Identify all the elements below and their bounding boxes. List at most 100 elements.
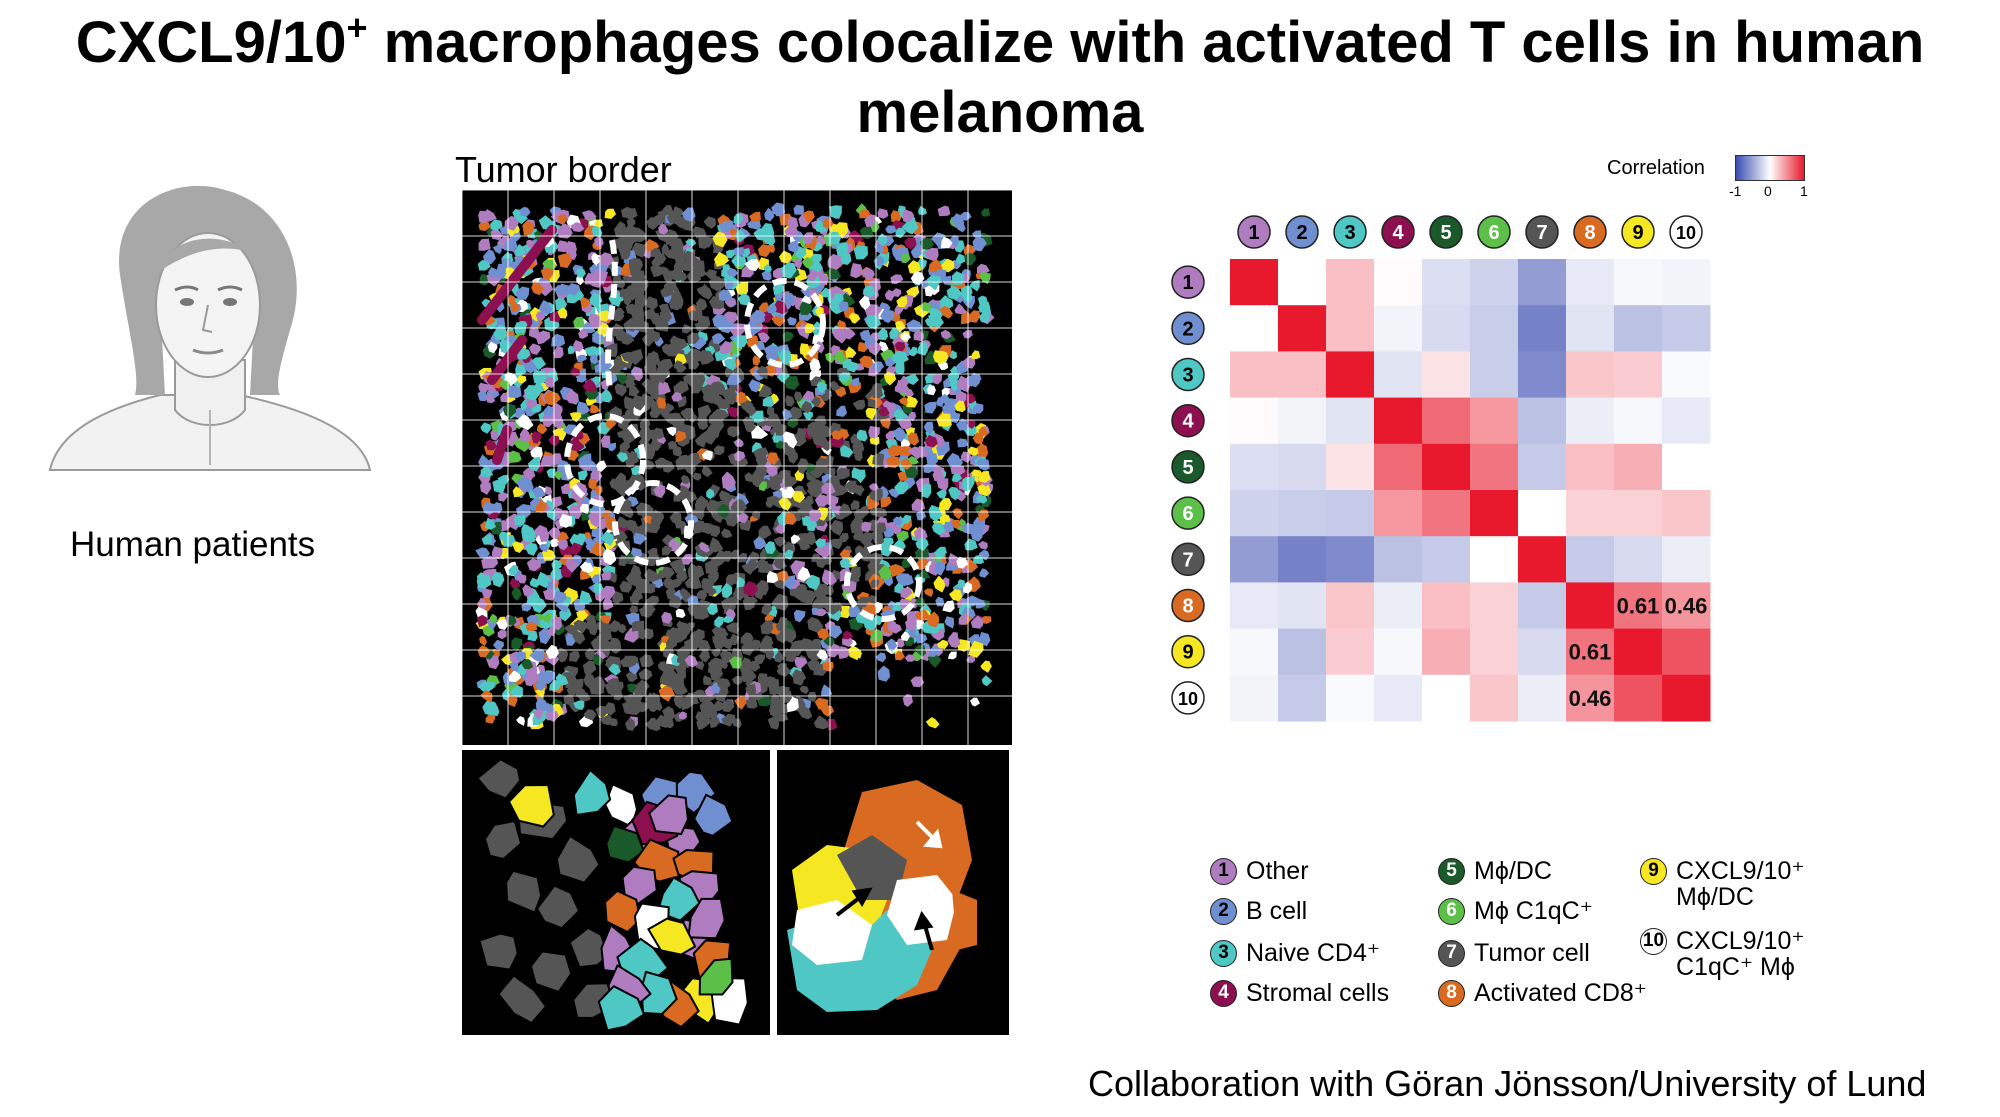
heatmap-cell	[1326, 259, 1375, 306]
heatmap-cell	[1422, 536, 1471, 583]
heatmap-cell	[1470, 628, 1519, 676]
heatmap-cell	[1422, 259, 1471, 306]
heatmap-annotation: 0.46	[1665, 594, 1708, 619]
highlight-dashed-line	[605, 239, 618, 391]
heatmap-col-label-7: 7	[1525, 215, 1559, 249]
heatmap-col-label-3: 3	[1333, 215, 1367, 249]
legend-label-7: Tumor cell	[1474, 939, 1590, 967]
legend-label-9: CXCL9/10⁺ Mϕ/DC	[1676, 857, 1805, 911]
svg-text:3: 3	[1182, 365, 1193, 387]
legend-label-3: Naive CD4⁺	[1246, 939, 1381, 967]
colorbar-tick-low: -1	[1729, 183, 1742, 199]
svg-text:3: 3	[1344, 222, 1355, 244]
zoom-panel-b	[777, 750, 1009, 1040]
slide-title: CXCL9/10+ macrophages colocalize with ac…	[0, 8, 2000, 148]
heatmap-col-label-5: 5	[1429, 215, 1463, 249]
heatmap-cell	[1470, 397, 1519, 445]
heatmap-cell	[1614, 628, 1663, 676]
title-line-2: melanoma	[856, 80, 1144, 145]
heatmap-cell	[1278, 351, 1327, 399]
heatmap-cell	[1470, 674, 1519, 722]
heatmap-cell	[1374, 674, 1423, 722]
collaboration-note: Collaboration with Göran Jönsson/Univers…	[1088, 1063, 1927, 1104]
heatmap-annotation: 0.46	[1569, 686, 1612, 711]
heatmap-cell	[1614, 351, 1663, 399]
person-icon	[48, 185, 372, 471]
svg-text:9: 9	[1632, 222, 1643, 244]
heatmap-cell	[1470, 536, 1519, 583]
heatmap-cell	[1278, 490, 1327, 537]
title-part-post: macrophages colocalize with activated T …	[367, 10, 1925, 75]
legend-badge-2: 2	[1210, 898, 1237, 925]
heatmap-row-label-4: 4	[1171, 403, 1205, 438]
heatmap-cell	[1470, 490, 1519, 537]
tumor-border-label: Tumor border	[455, 149, 672, 190]
colorbar-tick-high: 1	[1800, 183, 1808, 199]
svg-text:6: 6	[1488, 222, 1499, 244]
heatmap-row-label-5: 5	[1171, 450, 1205, 484]
heatmap-cell	[1662, 628, 1711, 676]
heatmap-cell	[1518, 351, 1567, 399]
heatmap-cell	[1566, 628, 1615, 676]
heatmap-cell	[1230, 582, 1279, 630]
heatmap-cell	[1518, 490, 1567, 537]
heatmap-cell	[1566, 351, 1615, 399]
heatmap-cell	[1230, 628, 1279, 676]
zoom-panel-a-svg	[462, 750, 770, 1035]
heatmap-cell	[1374, 259, 1423, 306]
tissue-map-image	[461, 189, 1012, 750]
heatmap-cell	[1374, 305, 1423, 352]
legend-badge-7: 7	[1438, 940, 1465, 967]
heatmap-cell	[1662, 536, 1711, 583]
heatmap-cell	[1230, 536, 1279, 583]
heatmap-cell	[1374, 443, 1423, 491]
heatmap-row-label-10: 10	[1171, 681, 1205, 715]
svg-text:4: 4	[1182, 411, 1194, 433]
heatmap-cell	[1662, 674, 1711, 722]
heatmap-col-label-1: 1	[1237, 215, 1271, 249]
zoom-panel-b-svg	[777, 750, 1009, 1035]
heatmap-col-label-9: 9	[1621, 215, 1655, 249]
heatmap-cell	[1374, 536, 1423, 583]
heatmap-cell	[1326, 536, 1375, 583]
heatmap-cell	[1566, 305, 1615, 352]
heatmap-cell	[1326, 490, 1375, 537]
legend-label-5: Mϕ/DC	[1474, 857, 1552, 885]
heatmap-cell	[1470, 259, 1519, 306]
heatmap-row-label-3: 3	[1171, 357, 1205, 392]
heatmap-cell	[1566, 397, 1615, 445]
heatmap-cell	[1278, 305, 1327, 352]
heatmap-row-label-8: 8	[1171, 588, 1205, 623]
zoom-panel-a	[462, 750, 770, 1040]
legend-label-1: Other	[1246, 857, 1309, 885]
heatmap-cell	[1278, 628, 1327, 676]
legend-badge-3: 3	[1210, 940, 1237, 967]
zoom-panel-a-cells	[475, 758, 749, 1032]
heatmap-cell	[1422, 351, 1471, 399]
svg-text:9: 9	[1182, 642, 1193, 664]
heatmap-cell	[1518, 305, 1567, 352]
heatmap-cell	[1566, 674, 1615, 722]
legend-badge-9: 9	[1640, 858, 1667, 885]
heatmap-cell	[1422, 397, 1471, 445]
legend-label-8: Activated CD8⁺	[1474, 979, 1647, 1007]
heatmap-cell	[1278, 536, 1327, 583]
heatmap-row-label-7: 7	[1171, 542, 1205, 577]
heatmap-cell	[1374, 490, 1423, 537]
heatmap-annotation: 0.61	[1617, 594, 1660, 619]
heatmap-cell	[1662, 582, 1711, 630]
highlight-circle	[744, 278, 826, 368]
title-superscript: +	[346, 7, 368, 48]
heatmap-cell	[1422, 305, 1471, 352]
heatmap-cell	[1422, 490, 1471, 537]
heatmap-cell	[1566, 536, 1615, 583]
heatmap-cell	[1566, 259, 1615, 306]
heatmap-cell	[1662, 490, 1711, 537]
heatmap-cell	[1326, 443, 1375, 491]
heatmap-cell	[1374, 397, 1423, 445]
heatmap-cell	[1230, 397, 1279, 445]
heatmap-cell	[1326, 582, 1375, 630]
heatmap-cell	[1230, 351, 1279, 399]
svg-text:5: 5	[1182, 457, 1193, 479]
heatmap-cell	[1518, 443, 1567, 491]
